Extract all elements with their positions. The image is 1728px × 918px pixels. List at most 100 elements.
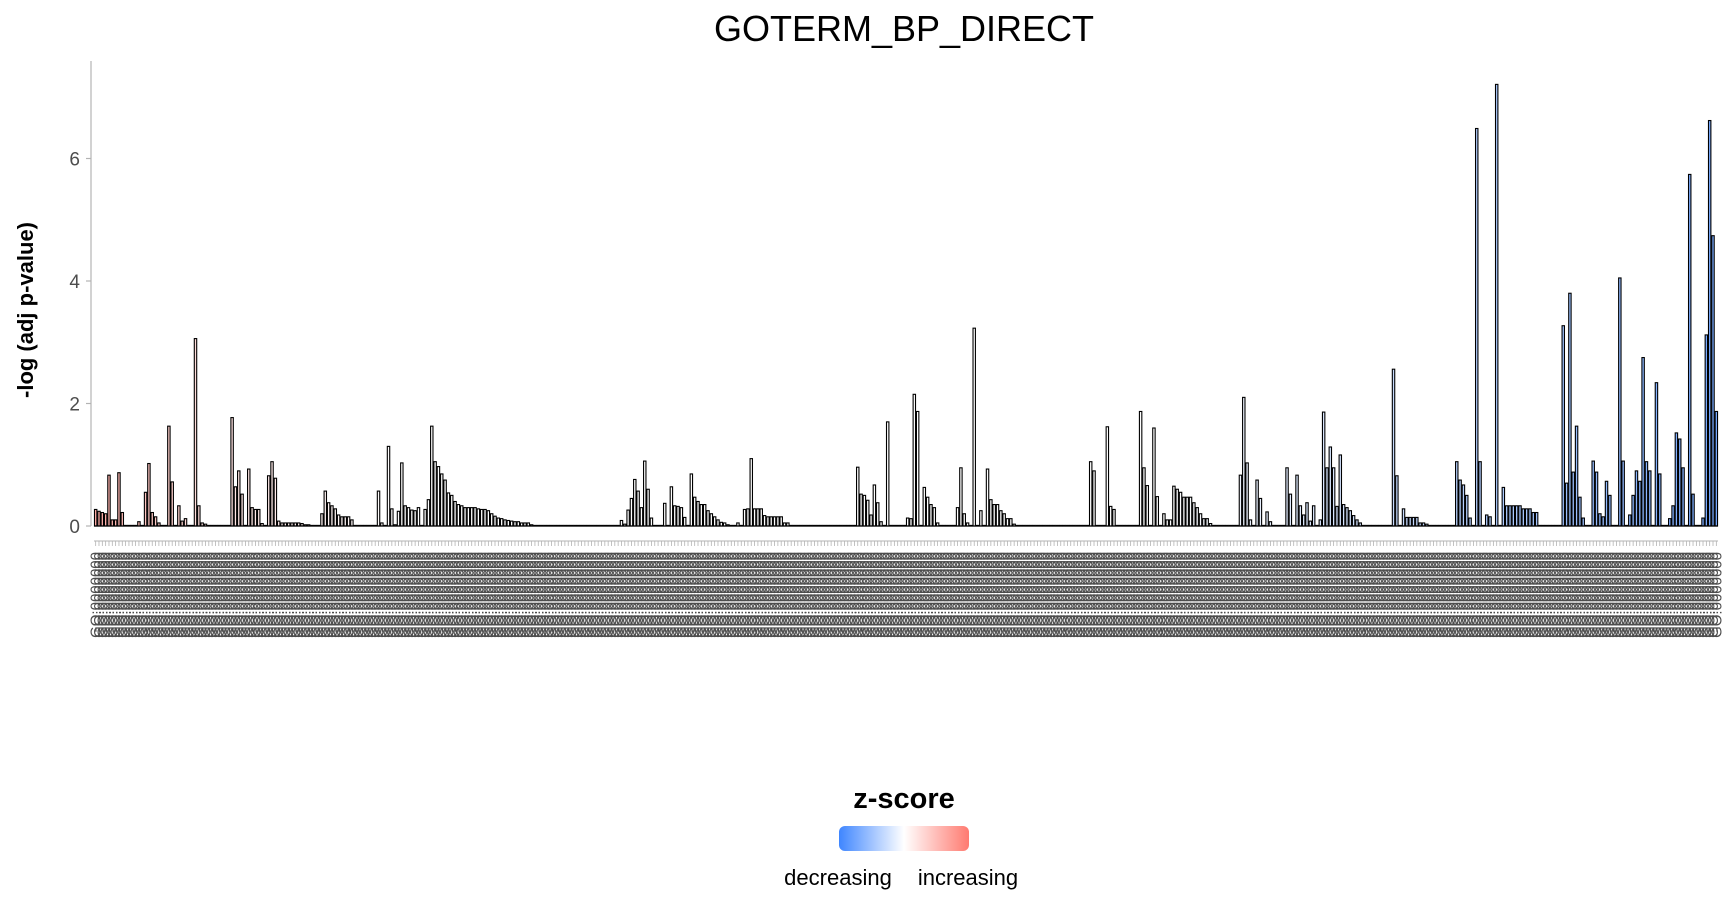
x-tick-label: GO:0000000 (221, 552, 238, 638)
bar (1594, 471, 1599, 527)
x-tick-label: GO:0000000 (1579, 552, 1596, 638)
bar (496, 517, 501, 527)
bar (150, 511, 154, 527)
x-tick-label: GO:0000000 (1522, 552, 1539, 638)
bar (1687, 173, 1692, 527)
x-tick-label: GO:0000000 (1199, 552, 1216, 638)
x-tick-label: GO:0000000 (91, 552, 108, 638)
x-tick-label: GO:0000000 (227, 552, 244, 638)
x-tick-label: GO:0000000 (783, 552, 800, 638)
bar (489, 513, 494, 527)
bar (639, 507, 644, 527)
bar (503, 519, 507, 527)
x-tick-label: GO:0000000 (410, 552, 427, 638)
bar (679, 507, 684, 527)
x-tick-label: GO:0000000 (1376, 552, 1393, 638)
x-tick-label: GO:0000000 (1039, 552, 1056, 638)
bar (100, 511, 105, 527)
x-tick-label: GO:0000000 (1149, 552, 1166, 638)
bar (430, 425, 434, 527)
x-tick-label: GO:0000000 (1562, 552, 1579, 638)
x-tick-label: GO:0000000 (773, 552, 790, 638)
x-tick-label: GO:0000000 (816, 552, 833, 638)
x-tick-label: GO:0000000 (454, 552, 471, 638)
bar (746, 508, 750, 527)
bar (1188, 496, 1193, 527)
x-tick-label: GO:0000000 (1532, 552, 1549, 638)
x-tick-label: GO:0000000 (1472, 552, 1489, 638)
bar (776, 516, 780, 527)
x-tick-label: GO:0000000 (976, 552, 993, 638)
x-tick-label: GO:0000000 (690, 552, 707, 638)
bar (509, 520, 514, 527)
bar (1411, 516, 1416, 527)
bar (766, 516, 770, 527)
x-tick-label: GO:0000000 (727, 552, 744, 638)
bar (636, 490, 640, 527)
x-tick-label: GO:0000000 (1242, 552, 1259, 638)
x-tick-label: GO:0000000 (1535, 552, 1552, 638)
x-tick-label: GO:0000000 (803, 552, 820, 638)
x-tick-label: GO:0000000 (1146, 552, 1163, 638)
x-tick-label: GO:0000000 (1662, 552, 1679, 638)
x-tick-label: GO:0000000 (537, 552, 554, 638)
bar (153, 516, 158, 527)
bar (250, 507, 254, 527)
x-tick-label: GO:0000000 (1352, 552, 1369, 638)
bar (1674, 432, 1679, 527)
bar (669, 486, 674, 527)
bar (237, 470, 241, 527)
bar (672, 505, 677, 527)
x-tick-label: GO:0000000 (507, 552, 524, 638)
x-tick-label: GO:0000000 (214, 552, 231, 638)
x-tick-label: GO:0000000 (793, 552, 810, 638)
x-tick-label: GO:0000000 (484, 552, 501, 638)
x-tick-label: GO:0000000 (1569, 552, 1586, 638)
bar (1568, 292, 1572, 527)
x-tick-label: GO:0000000 (277, 552, 294, 638)
x-tick-label: GO:0000000 (414, 552, 431, 638)
x-tick-label: GO:0000000 (217, 552, 234, 638)
bar (376, 490, 381, 527)
x-tick-label: GO:0000000 (670, 552, 687, 638)
x-tick-label: GO:0000000 (1572, 552, 1589, 638)
bar (1524, 508, 1529, 527)
x-tick-label: GO:0000000 (1256, 552, 1273, 638)
bar (1415, 516, 1419, 527)
y-tick-label: 2 (69, 395, 80, 416)
x-tick-label: GO:0000000 (334, 552, 351, 638)
x-tick-label: GO:0000000 (663, 552, 680, 638)
x-tick-label: GO:0000000 (1083, 552, 1100, 638)
x-tick-label: GO:0000000 (580, 552, 597, 638)
bar (410, 509, 414, 527)
bar (416, 507, 421, 527)
bar (749, 458, 754, 527)
x-tick-label: GO:0000000 (1658, 552, 1675, 638)
x-tick-label: GO:0000000 (1502, 552, 1519, 638)
x-tick-label: GO:0000000 (161, 552, 178, 638)
x-tick-label: GO:0000000 (1595, 552, 1612, 638)
x-tick-label: GO:0000000 (1226, 552, 1243, 638)
bar (499, 518, 504, 527)
x-tick-label: GO:0000000 (1279, 552, 1296, 638)
bar (456, 504, 461, 527)
x-tick-label: GO:0000000 (1232, 552, 1249, 638)
x-tick-label: GO:0000000 (613, 552, 630, 638)
x-tick-label: GO:0000000 (1549, 552, 1566, 638)
bar (1504, 505, 1509, 527)
x-tick-label: GO:0000000 (1642, 552, 1659, 638)
bar (1002, 513, 1006, 527)
x-tick-label: GO:0000000 (853, 552, 870, 638)
bar (413, 510, 417, 527)
x-tick-label: GO:0000000 (1193, 552, 1210, 638)
x-tick-label: GO:0000000 (191, 552, 208, 638)
x-tick-label: GO:0000000 (361, 552, 378, 638)
x-tick-label: GO:0000000 (1136, 552, 1153, 638)
x-tick-label: GO:0000000 (627, 552, 644, 638)
x-tick-label: GO:0000000 (1638, 552, 1655, 638)
bar (1478, 461, 1482, 527)
bar (446, 492, 451, 527)
x-tick-label: GO:0000000 (1222, 552, 1239, 638)
bar (1638, 480, 1642, 527)
